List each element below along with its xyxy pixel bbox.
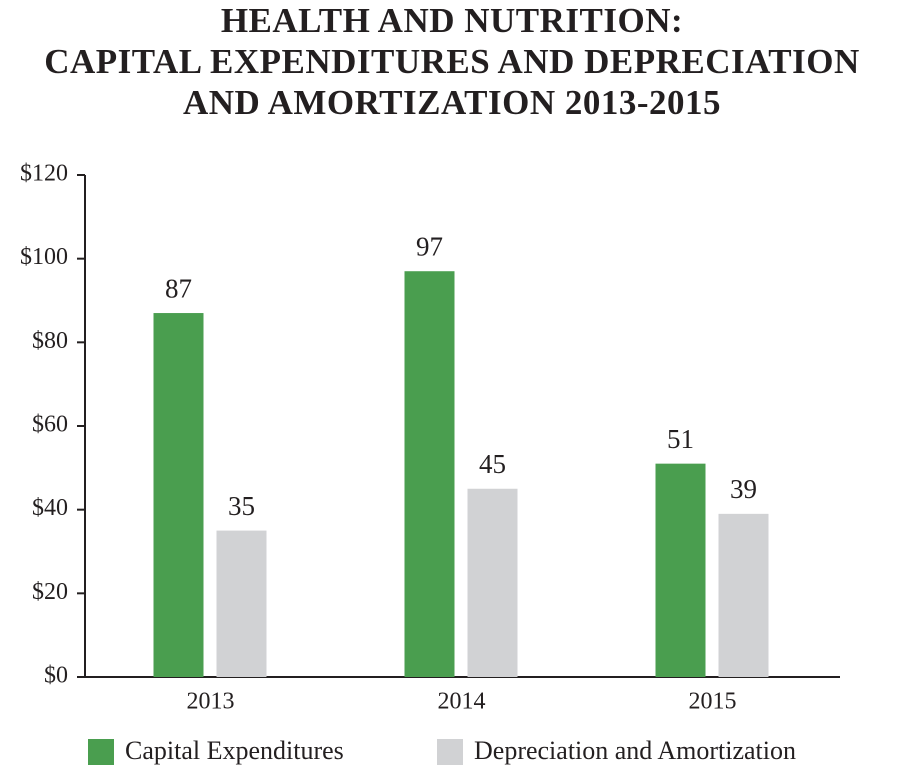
value-label: 39 [730,474,757,504]
y-tick-label: $0 [44,663,68,689]
value-label: 97 [416,231,443,261]
bar [467,488,518,677]
bar [404,271,455,677]
value-label: 45 [479,449,506,479]
legend-label: Depreciation and Amortization [474,736,796,765]
y-tick-label: $20 [32,579,68,605]
value-label: 35 [228,491,255,521]
bar [153,313,204,677]
chart-title: HEALTH AND NUTRITION: [221,1,683,40]
legend-swatch [437,739,463,765]
y-tick-label: $100 [20,244,68,270]
legend-swatch [88,739,114,765]
legend-label: Capital Expenditures [125,736,344,765]
y-tick-label: $60 [32,412,68,438]
y-tick-label: $40 [32,495,68,521]
x-tick-label: 2013 [187,689,235,715]
bar [655,463,706,677]
chart-title: AND AMORTIZATION 2013-2015 [183,83,721,122]
y-tick-label: $120 [20,161,68,187]
bar [216,530,267,677]
value-label: 51 [667,424,694,454]
x-tick-label: 2015 [689,689,737,715]
value-label: 87 [165,273,192,303]
x-tick-label: 2014 [438,689,486,715]
chart-title: CAPITAL EXPENDITURES AND DEPRECIATION [44,42,860,81]
bar [718,513,769,677]
y-tick-label: $80 [32,328,68,354]
